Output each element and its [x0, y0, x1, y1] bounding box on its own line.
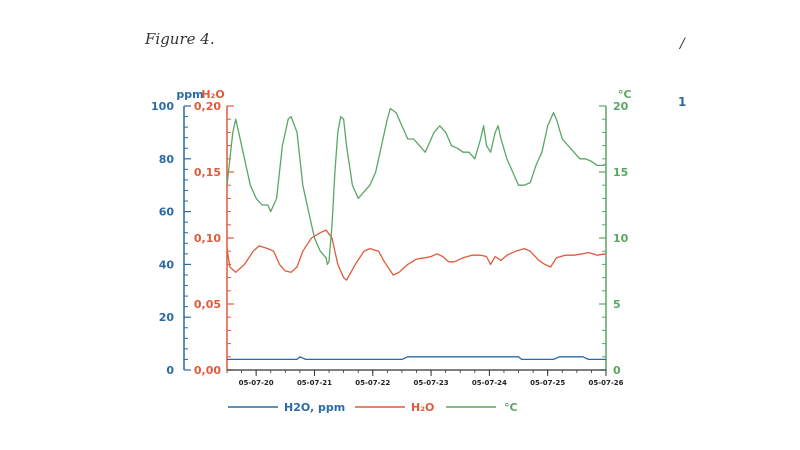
series-line-1 [226, 229, 607, 281]
temp-tick-label: 20 [613, 100, 629, 113]
x-tick-label: 05-07-21 [297, 379, 332, 387]
ppm-tick-label: 40 [159, 258, 175, 271]
h2o-tick-label: 0,10 [194, 232, 221, 245]
temp-tick-label: 5 [613, 298, 621, 311]
ppm-tick-label: 60 [159, 206, 175, 219]
legend-label-1: H₂O [411, 401, 434, 414]
temp-tick-label: 10 [613, 232, 629, 245]
ppm-tick-label: 20 [159, 311, 175, 324]
h2o-tick-label: 0,20 [194, 100, 221, 113]
h2o-tick-label: 0,05 [194, 298, 221, 311]
ppm-axis-unit: ppm [176, 88, 203, 101]
cropped-edge-mark: 1 [678, 95, 687, 109]
legend: H2O, ppm H₂O °C [228, 401, 518, 414]
temp-tick-label: 0 [613, 364, 621, 377]
x-tick-label: 05-07-22 [355, 379, 390, 387]
series-layer [226, 107, 607, 361]
legend-label-2: °C [504, 401, 518, 414]
series-line-0 [227, 356, 606, 361]
x-tick-label: 05-07-23 [414, 379, 449, 387]
cropped-edge-mark: / [680, 36, 685, 52]
ppm-tick-label: 80 [159, 153, 175, 166]
h2o-axis-unit: H₂O [201, 88, 224, 101]
x-tick-label: 05-07-24 [472, 379, 507, 387]
x-tick-label: 05-07-20 [239, 379, 274, 387]
x-tick-label: 05-07-25 [530, 379, 565, 387]
axes-layer: 020406080100ppm0,000,050,100,150,20H₂O05… [151, 88, 632, 387]
x-tick-label: 05-07-26 [588, 379, 623, 387]
ppm-tick-label: 100 [151, 100, 174, 113]
ppm-tick-label: 0 [166, 364, 174, 377]
h2o-tick-label: 0,00 [194, 364, 221, 377]
h2o-tick-label: 0,15 [194, 166, 221, 179]
series-line-2 [226, 107, 607, 266]
temp-axis-unit: °C [618, 88, 632, 101]
temp-tick-label: 15 [613, 166, 628, 179]
legend-label-0: H2O, ppm [284, 401, 345, 414]
figure-caption: Figure 4. [145, 30, 215, 48]
